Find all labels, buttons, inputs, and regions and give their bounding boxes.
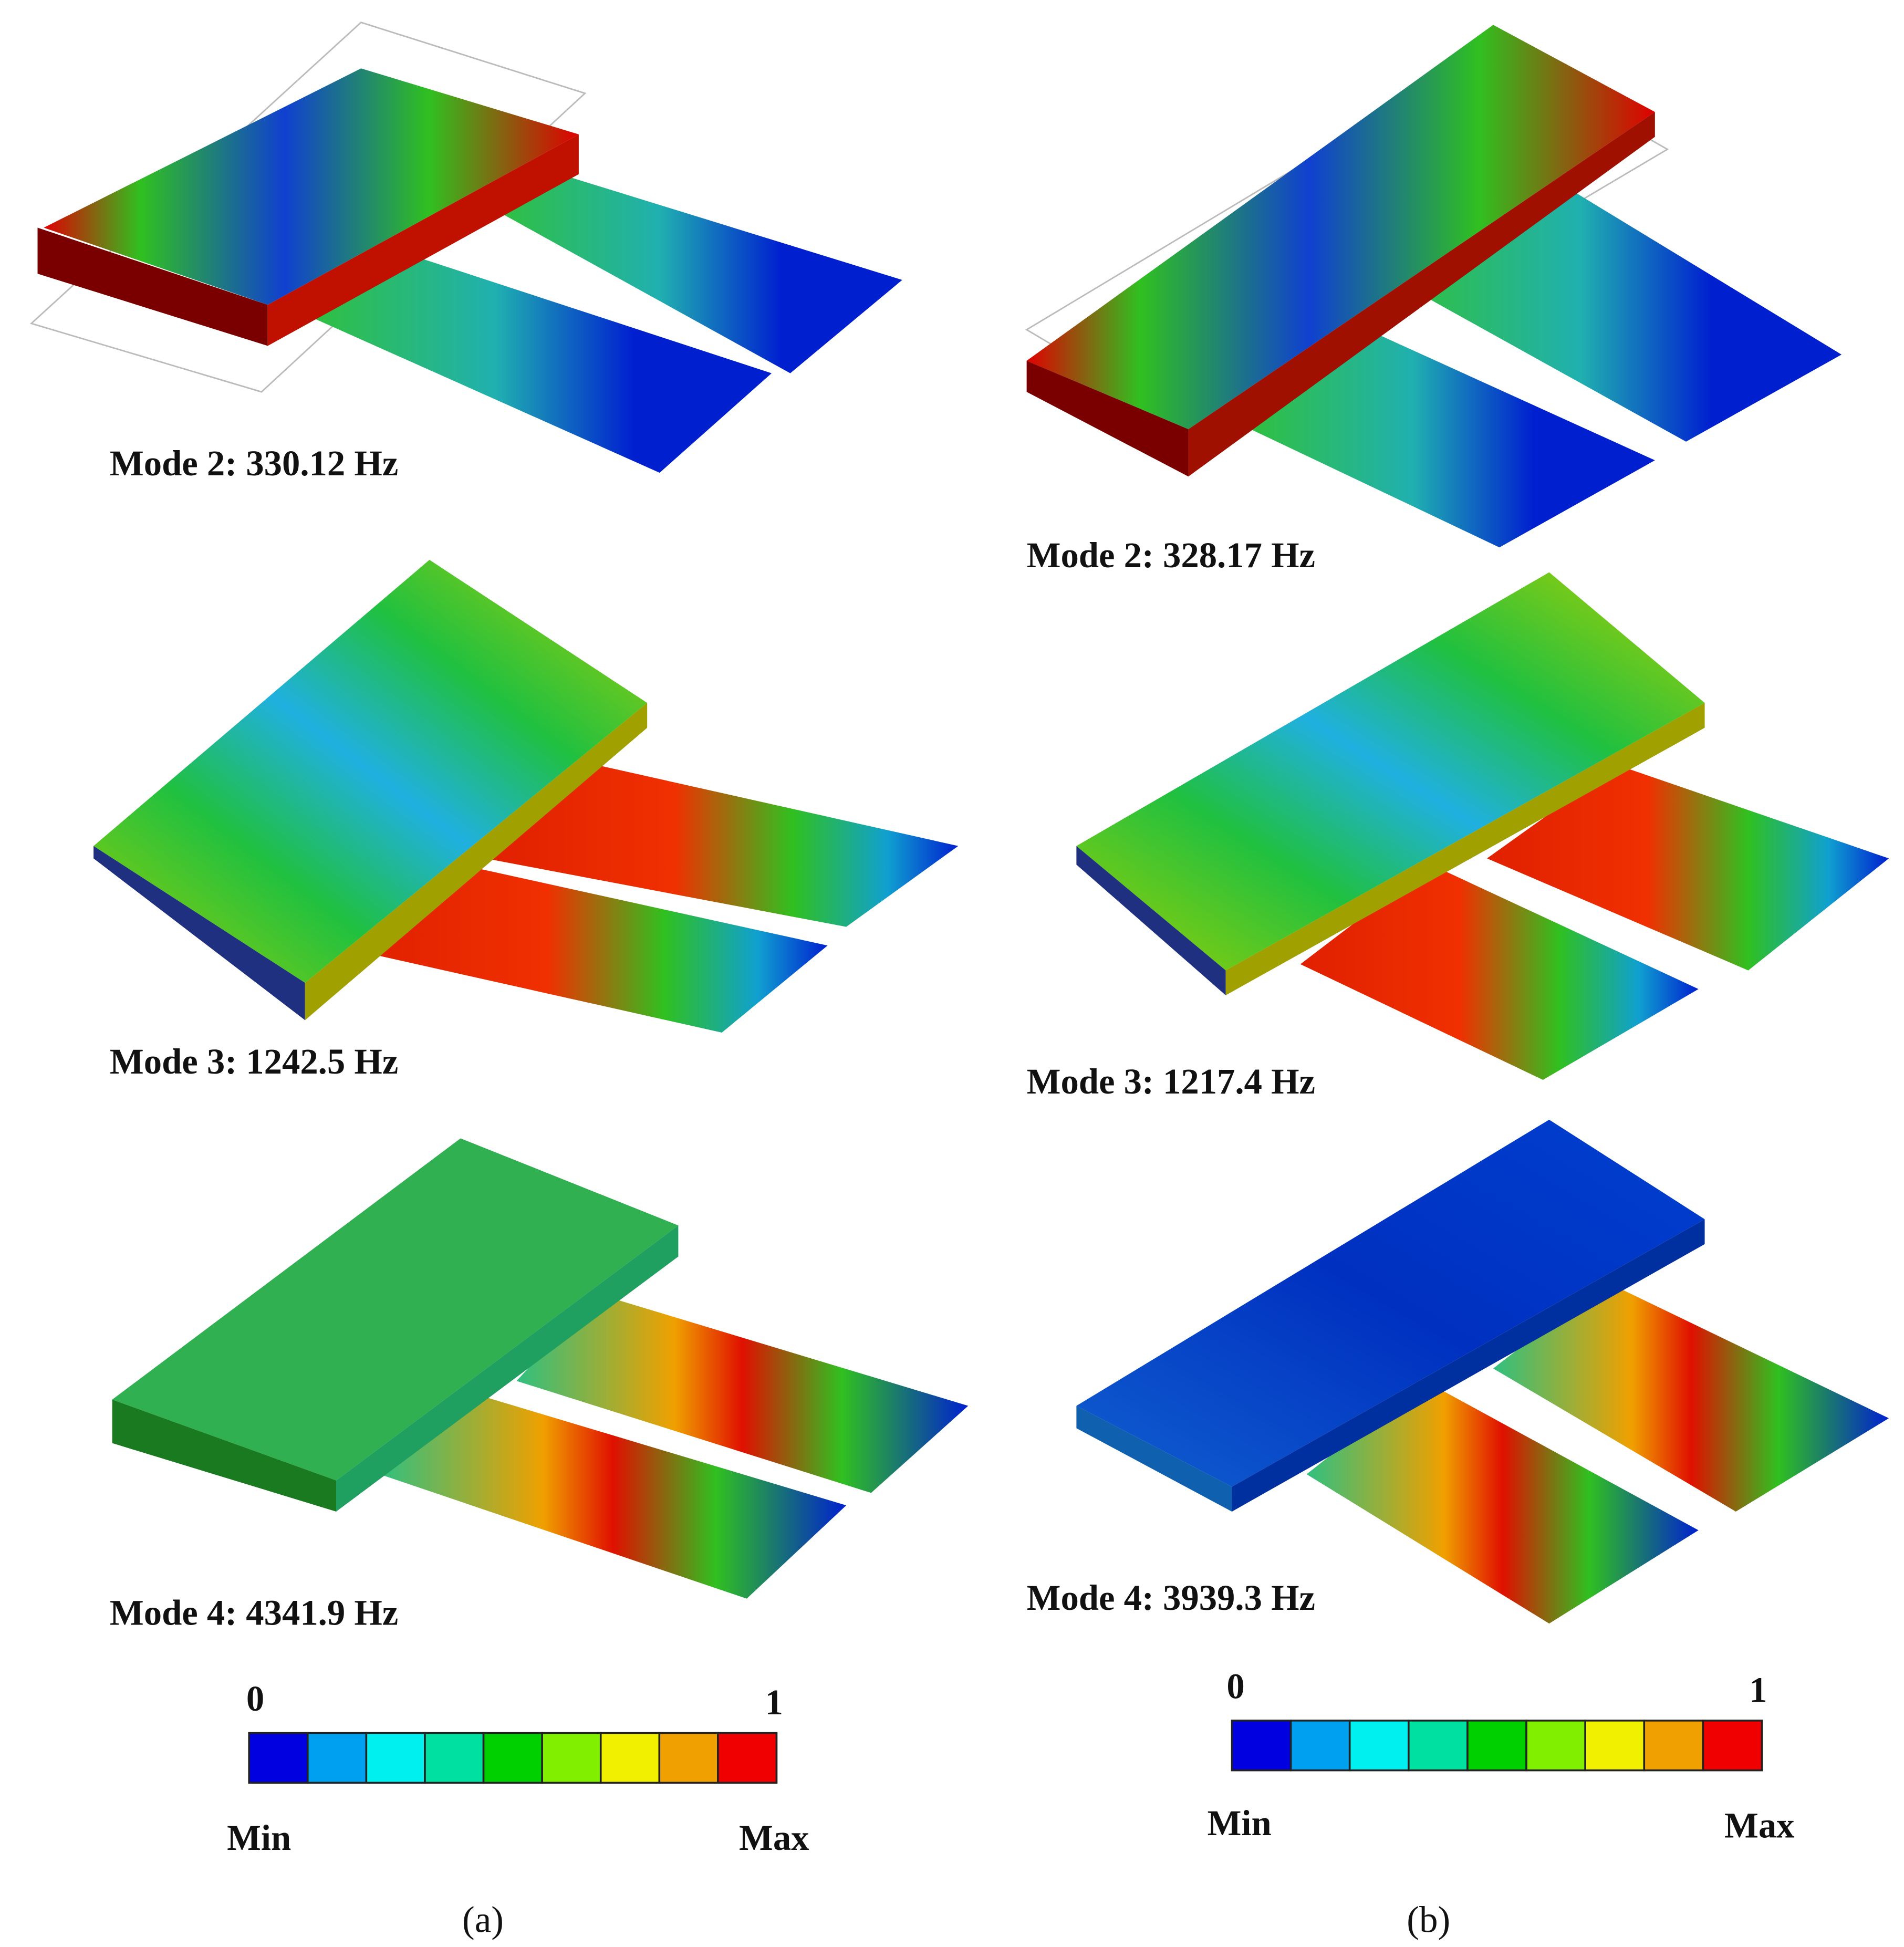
colorbar-swatch bbox=[599, 1732, 661, 1784]
colorbar-max-label: Max bbox=[1724, 1806, 1795, 1846]
mode-shape-a3 bbox=[93, 559, 959, 1033]
colorbar-swatch bbox=[1525, 1720, 1586, 1772]
mode-label: Mode 3: 1217.4 Hz bbox=[1027, 1061, 1315, 1101]
panel-label: (b) bbox=[1407, 1900, 1450, 1941]
colorbar-swatch bbox=[1289, 1720, 1351, 1772]
colorbar-swatch bbox=[658, 1732, 719, 1784]
colorbar-swatch bbox=[1466, 1720, 1527, 1772]
colorbar-min-label: Min bbox=[227, 1818, 291, 1858]
mode-shape-a4 bbox=[112, 1138, 969, 1599]
colorbar bbox=[248, 1732, 778, 1784]
colorbar-swatch bbox=[1408, 1720, 1469, 1772]
mode-label: Mode 2: 330.12 Hz bbox=[110, 443, 398, 483]
mode-label: Mode 4: 3939.3 Hz bbox=[1027, 1578, 1315, 1618]
colorbar-max-value: 1 bbox=[1749, 1670, 1767, 1710]
colorbar-swatch bbox=[365, 1732, 426, 1784]
colorbar-swatch bbox=[1231, 1720, 1292, 1772]
colorbar-max-value: 1 bbox=[765, 1682, 783, 1722]
colorbar-min-value: 0 bbox=[246, 1679, 264, 1719]
colorbar-max-label: Max bbox=[739, 1818, 809, 1858]
mode-shape-b4 bbox=[1076, 1119, 1889, 1624]
panel-label: (a) bbox=[462, 1900, 504, 1941]
colorbar-swatch bbox=[1584, 1720, 1646, 1772]
colorbar bbox=[1231, 1720, 1763, 1772]
mode-shape-b2 bbox=[1025, 25, 1842, 548]
mode-shape-a2 bbox=[29, 22, 902, 473]
mode-shape-b3 bbox=[1076, 572, 1889, 1080]
mode-label: Mode 3: 1242.5 Hz bbox=[110, 1042, 398, 1081]
colorbar-min-label: Min bbox=[1208, 1803, 1272, 1843]
colorbar-swatch bbox=[424, 1732, 485, 1784]
colorbar-min-value: 0 bbox=[1226, 1666, 1244, 1706]
colorbar-swatch bbox=[248, 1732, 309, 1784]
colorbar-swatch bbox=[1643, 1720, 1704, 1772]
colorbar-swatch bbox=[541, 1732, 602, 1784]
colorbar-swatch bbox=[307, 1732, 368, 1784]
colorbar-swatch bbox=[1348, 1720, 1410, 1772]
mode-label: Mode 2: 328.17 Hz bbox=[1027, 535, 1315, 575]
mode-label: Mode 4: 4341.9 Hz bbox=[110, 1593, 398, 1633]
colorbar-swatch bbox=[1702, 1720, 1763, 1772]
colorbar-swatch bbox=[482, 1732, 543, 1784]
colorbar-swatch bbox=[717, 1732, 778, 1784]
